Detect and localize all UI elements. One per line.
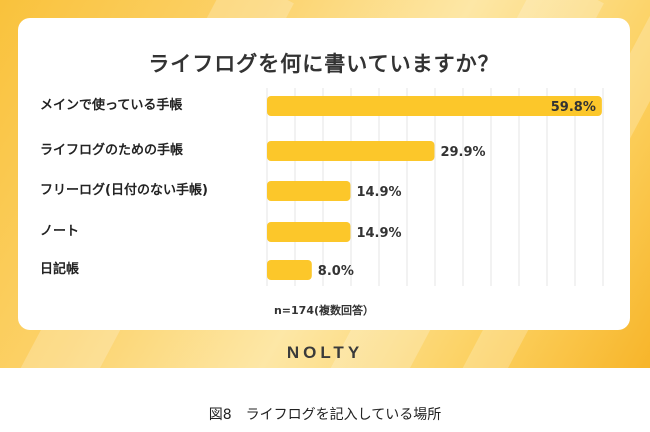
category-label: フリーログ(日付のない手帳) [40,183,208,198]
sample-size-note: n=174(複数回答） [273,304,375,317]
bar-plot: 59.8% 29.9% 14.9% 14.9% 8.0% [266,88,604,286]
bar [267,260,312,280]
chart-card: ライフログを何に書いていますか？ メインで使っている手帳 ライフログのための手帳… [18,18,630,330]
category-label: 日記帳 [40,262,80,277]
bar-value-label: 14.9% [356,226,401,241]
category-label: ノート [40,224,80,239]
bar-value-label: 29.9% [440,145,485,160]
bar-value-label: 8.0% [318,264,354,279]
figure-caption: 図8 ライフログを記入している場所 [208,407,442,423]
bar [267,141,435,161]
bar [267,96,602,116]
chart-title: ライフログを何に書いていますか？ [148,52,500,76]
bar [267,222,351,242]
nolty-logo: NOLTY [286,343,364,362]
bar [267,181,351,201]
bar-value-label: 14.9% [356,185,401,200]
category-label: ライフログのための手帳 [40,143,184,158]
category-label: メインで使っている手帳 [40,98,183,113]
bar-value-label: 59.8% [551,100,596,115]
